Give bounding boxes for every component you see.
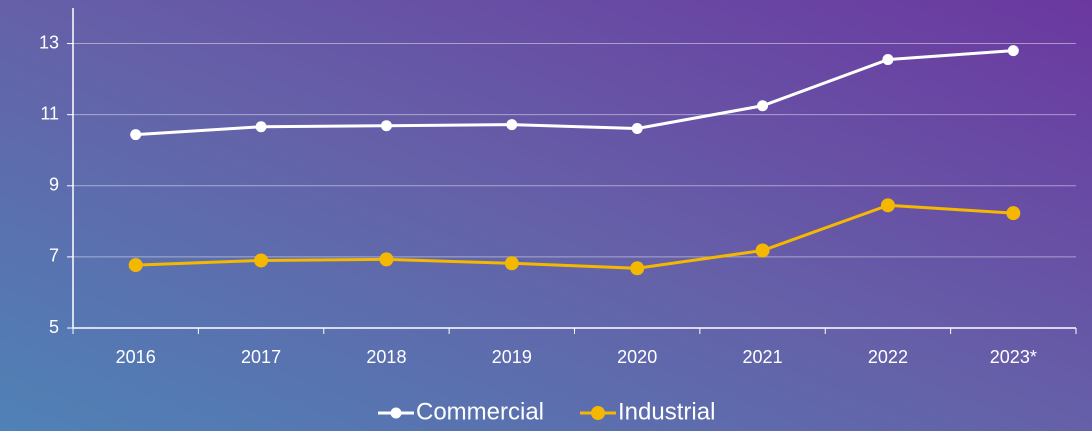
- y-tick-label: 7: [49, 246, 59, 266]
- point: [1006, 206, 1021, 221]
- x-tick-label: 2022: [868, 347, 908, 367]
- point: [882, 54, 894, 66]
- point: [755, 243, 770, 258]
- x-tick-label: 2016: [116, 347, 156, 367]
- point: [130, 129, 142, 141]
- legend-label: Industrial: [618, 398, 715, 425]
- y-tick-label: 13: [39, 32, 59, 52]
- legend-label: Commercial: [416, 398, 544, 425]
- legend-marker: [591, 406, 606, 420]
- legend-marker: [390, 407, 402, 419]
- x-tick-label: 2019: [492, 347, 532, 367]
- point: [128, 258, 143, 273]
- x-tick-label: 2017: [241, 347, 281, 367]
- point: [1007, 45, 1019, 57]
- point: [880, 198, 895, 213]
- x-tick-label: 2021: [743, 347, 783, 367]
- x-tick-label: 2020: [617, 347, 657, 367]
- x-tick-label: 2023*: [990, 347, 1037, 367]
- point: [631, 123, 643, 135]
- point: [254, 253, 269, 268]
- point: [506, 119, 518, 131]
- point: [255, 121, 267, 133]
- y-tick-label: 11: [40, 103, 59, 123]
- y-tick-label: 9: [49, 175, 59, 195]
- point: [630, 261, 645, 276]
- point: [379, 252, 394, 267]
- point: [504, 256, 519, 271]
- series-line: [135, 203, 1014, 270]
- point: [757, 100, 769, 112]
- series-line: [135, 49, 1014, 137]
- y-tick-label: 5: [49, 317, 59, 337]
- x-tick-label: 2018: [366, 347, 406, 367]
- point: [380, 120, 392, 132]
